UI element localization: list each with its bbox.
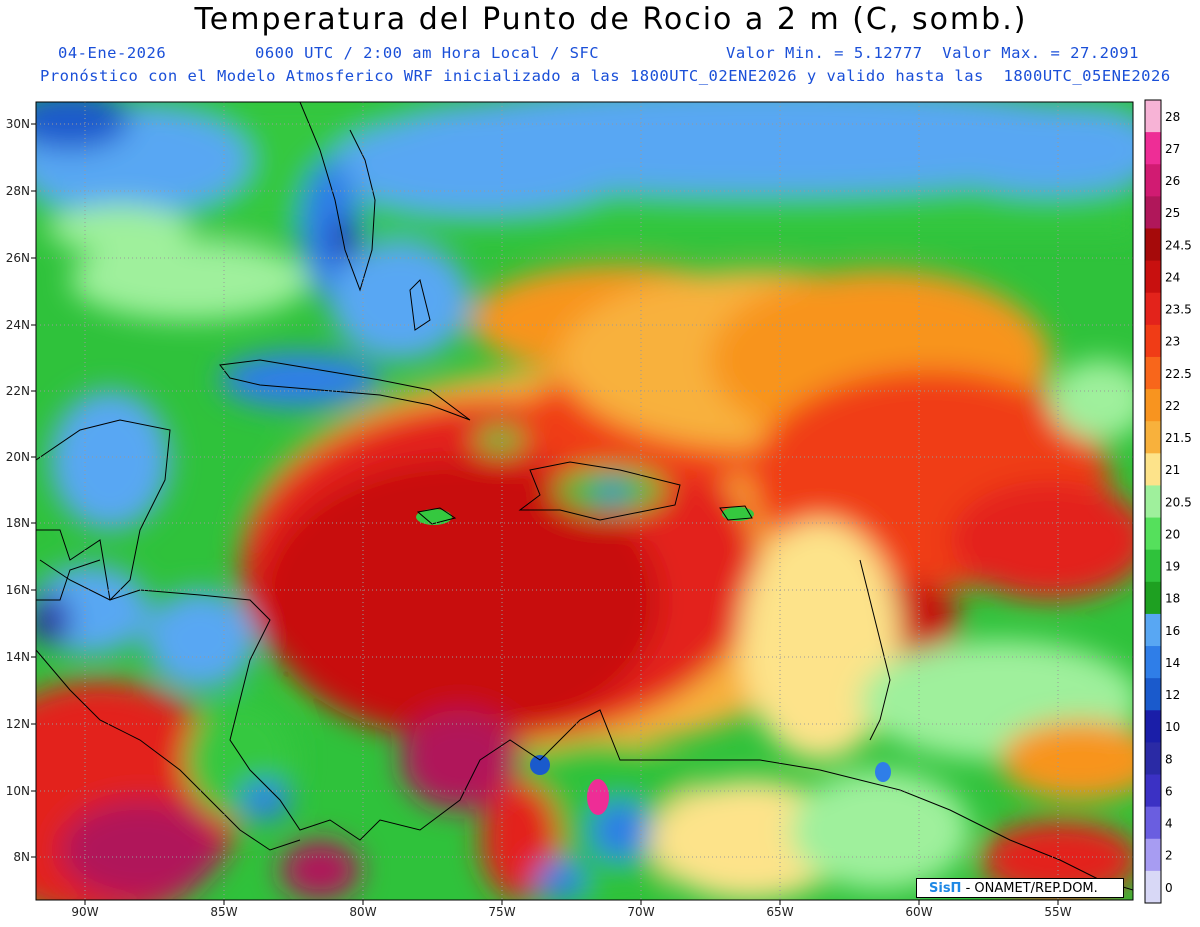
colorbar-label: 2 — [1165, 849, 1173, 863]
colorbar-label: 4 — [1165, 817, 1173, 831]
colorbar-swatch — [1145, 164, 1161, 197]
lon-label: 65W — [766, 905, 793, 919]
colorbar-swatch — [1145, 196, 1161, 229]
lon-label: 70W — [627, 905, 654, 919]
colorbar-swatch — [1145, 453, 1161, 486]
colorbar-swatch — [1145, 421, 1161, 454]
colorbar-swatch — [1145, 324, 1161, 358]
lat-label: 18N — [6, 516, 30, 530]
colorbar-label: 21.5 — [1165, 431, 1192, 445]
colorbar-swatch — [1145, 710, 1161, 743]
latitude-labels: 30N 28N 26N 24N 22N 20N 18N 16N 14N 12N 10N 8N — [6, 117, 36, 864]
colorbar-swatch — [1145, 549, 1161, 583]
colorbar-swatch — [1145, 742, 1161, 776]
colorbar-label: 23.5 — [1165, 303, 1192, 317]
colorbar-swatch — [1145, 870, 1161, 904]
value-range: Valor Min. = 5.12777 Valor Max. = 27.209… — [726, 44, 1139, 62]
lat-label: 26N — [6, 251, 30, 265]
lon-label: 75W — [488, 905, 515, 919]
lat-label: 30N — [6, 117, 30, 131]
colorbar-label: 24 — [1165, 270, 1180, 284]
colorbar-label: 19 — [1165, 560, 1180, 574]
colorbar-swatch — [1145, 806, 1161, 840]
forecast-time: 0600 UTC / 2:00 am Hora Local / SFC — [255, 44, 600, 62]
colorbar-label: 14 — [1165, 656, 1180, 670]
lat-label: 28N — [6, 184, 30, 198]
colorbar-swatch — [1145, 292, 1161, 326]
lat-label: 20N — [6, 450, 30, 464]
colorbar-label: 22.5 — [1165, 367, 1192, 381]
colorbar-swatch — [1145, 100, 1161, 133]
colorbar-label: 20 — [1165, 527, 1180, 541]
colorbar-label: 18 — [1165, 592, 1180, 606]
colorbar-swatch — [1145, 389, 1161, 422]
colorbar-label: 22 — [1165, 399, 1180, 413]
lat-label: 16N — [6, 583, 30, 597]
lat-label: 10N — [6, 784, 30, 798]
credit-text: - ONAMET/REP.DOM. — [961, 881, 1098, 896]
lon-label: 60W — [905, 905, 932, 919]
colorbar-swatch — [1145, 517, 1161, 551]
lat-lon-grid — [36, 102, 1133, 900]
colorbar-label: 21 — [1165, 463, 1180, 477]
colorbar-swatch — [1145, 581, 1161, 615]
lat-label: 22N — [6, 384, 30, 398]
colorbar-swatch — [1145, 613, 1161, 647]
dewpoint-field — [36, 102, 1133, 900]
colorbar-swatch — [1145, 678, 1161, 711]
map-border — [35, 101, 1134, 901]
colorbar-label: 0 — [1165, 881, 1173, 895]
colorbar: 2827262524.52423.52322.52221.52120.52019… — [1144, 99, 1192, 904]
lat-label: 12N — [6, 717, 30, 731]
coastlines — [36, 102, 1133, 891]
colorbar-swatch — [1145, 228, 1161, 262]
model-info: Pronóstico con el Modelo Atmosferico WRF… — [40, 67, 1171, 85]
colorbar-label: 10 — [1165, 720, 1180, 734]
lon-label: 85W — [210, 905, 237, 919]
colorbar-swatch — [1145, 485, 1161, 519]
colorbar-label: 6 — [1165, 784, 1173, 798]
longitude-labels: 90W 85W 80W 75W 70W 65W 60W 55W — [71, 900, 1072, 919]
colorbar-swatch — [1145, 356, 1161, 390]
colorbar-label: 20.5 — [1165, 495, 1192, 509]
map-title: Temperatura del Punto de Rocio a 2 m (C,… — [194, 2, 1028, 37]
colorbar-swatch — [1145, 774, 1161, 808]
credit-box: SisΠ - ONAMET/REP.DOM. — [916, 878, 1124, 898]
colorbar-label: 26 — [1165, 174, 1180, 188]
colorbar-swatch — [1145, 838, 1161, 872]
colorbar-frame — [1144, 99, 1162, 904]
lat-label: 24N — [6, 318, 30, 332]
colorbar-label: 8 — [1165, 752, 1173, 766]
lon-label: 55W — [1044, 905, 1071, 919]
lon-label: 80W — [349, 905, 376, 919]
colorbar-label: 25 — [1165, 206, 1180, 220]
colorbar-label: 27 — [1165, 142, 1180, 156]
lon-label: 90W — [71, 905, 98, 919]
sispi-logo: SisΠ — [929, 881, 962, 896]
colorbar-swatch — [1145, 646, 1161, 679]
colorbar-label: 12 — [1165, 688, 1180, 702]
colorbar-swatch — [1145, 132, 1161, 165]
colorbar-label: 24.5 — [1165, 238, 1192, 252]
forecast-date: 04-Ene-2026 — [58, 44, 167, 62]
colorbar-swatch — [1145, 260, 1161, 294]
colorbar-label: 28 — [1165, 110, 1180, 124]
colorbar-label: 16 — [1165, 624, 1180, 638]
lat-label: 14N — [6, 650, 30, 664]
lat-label: 8N — [13, 850, 30, 864]
colorbar-label: 23 — [1165, 335, 1180, 349]
